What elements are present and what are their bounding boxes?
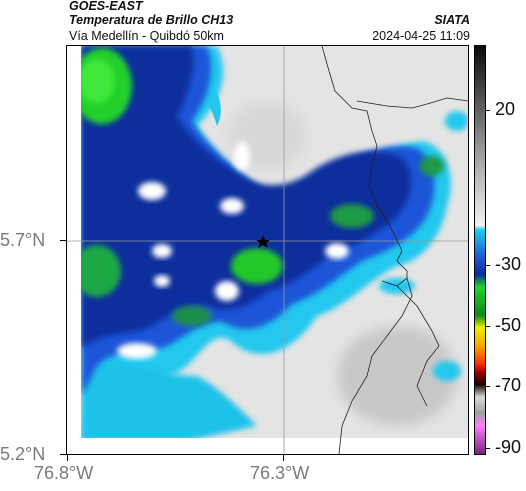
cloud-green-w: [73, 245, 121, 297]
boundary-line: [321, 46, 408, 287]
lat-tick: [60, 240, 66, 241]
cloud-green-s: [172, 306, 212, 326]
map-panel[interactable]: [66, 45, 469, 455]
clear-pocket: [234, 142, 250, 170]
cloud-green-ne: [420, 156, 444, 176]
lat-label-5-7: 5.7°N: [0, 230, 46, 250]
colorbar-tick: [486, 448, 490, 449]
left-margin: [67, 46, 81, 454]
cloud-cyan-ne: [445, 111, 468, 131]
colorbar-gradient: [475, 46, 485, 454]
boundary-line: [396, 285, 440, 407]
clear-pocket: [154, 275, 170, 287]
lon-tick: [283, 455, 284, 461]
clear-pocket: [138, 182, 166, 200]
brightness-temperature-map: [67, 46, 468, 454]
lon-tick: [67, 455, 68, 461]
colorbar-tick: [486, 265, 490, 266]
satellite-title: GOES-EAST: [69, 0, 143, 13]
temperature-colorbar: [474, 45, 486, 455]
clear-pocket: [152, 244, 172, 258]
agency-label: SIATA: [434, 13, 470, 27]
cloud-green-nw-core: [79, 59, 115, 103]
cloud-green-east: [330, 204, 374, 228]
colorbar-tick: [486, 386, 490, 387]
colorbar-tick: [486, 110, 490, 111]
colorbar-label-minus-30: -30: [495, 254, 522, 274]
clear-pocket: [220, 198, 244, 214]
lon-label-76-8: 76.8°W: [34, 463, 94, 483]
colorbar-label-minus-70: -70: [495, 375, 522, 395]
colorbar-label-minus-90: -90: [495, 437, 522, 457]
lat-label-5-2: 5.2°N: [0, 444, 46, 464]
timestamp-label: 2024-04-25 11:09: [372, 29, 470, 43]
colorbar-tick: [486, 326, 490, 327]
cloud-green-center: [231, 248, 283, 284]
clear-pocket: [215, 281, 239, 301]
colorbar-label-20: 20: [495, 99, 516, 119]
clear-pocket: [117, 343, 157, 359]
route-subtitle: Vía Medellín - Quibdó 50km: [69, 29, 224, 43]
lat-tick: [60, 454, 66, 455]
cloud-darkblue-west: [82, 46, 412, 346]
star-icon: [256, 235, 270, 248]
cloud-cyan-se: [433, 361, 461, 381]
bottom-margin: [67, 438, 468, 454]
lon-label-76-3: 76.3°W: [250, 463, 310, 483]
clear-pocket: [325, 243, 349, 259]
gray-shade: [337, 326, 457, 426]
colorbar-label-minus-50: -50: [495, 315, 522, 335]
boundary-line: [338, 277, 413, 454]
product-title: Temperatura de Brillo CH13: [69, 13, 234, 27]
cloud-cyan-south: [82, 363, 257, 441]
boundary-line: [356, 97, 468, 109]
